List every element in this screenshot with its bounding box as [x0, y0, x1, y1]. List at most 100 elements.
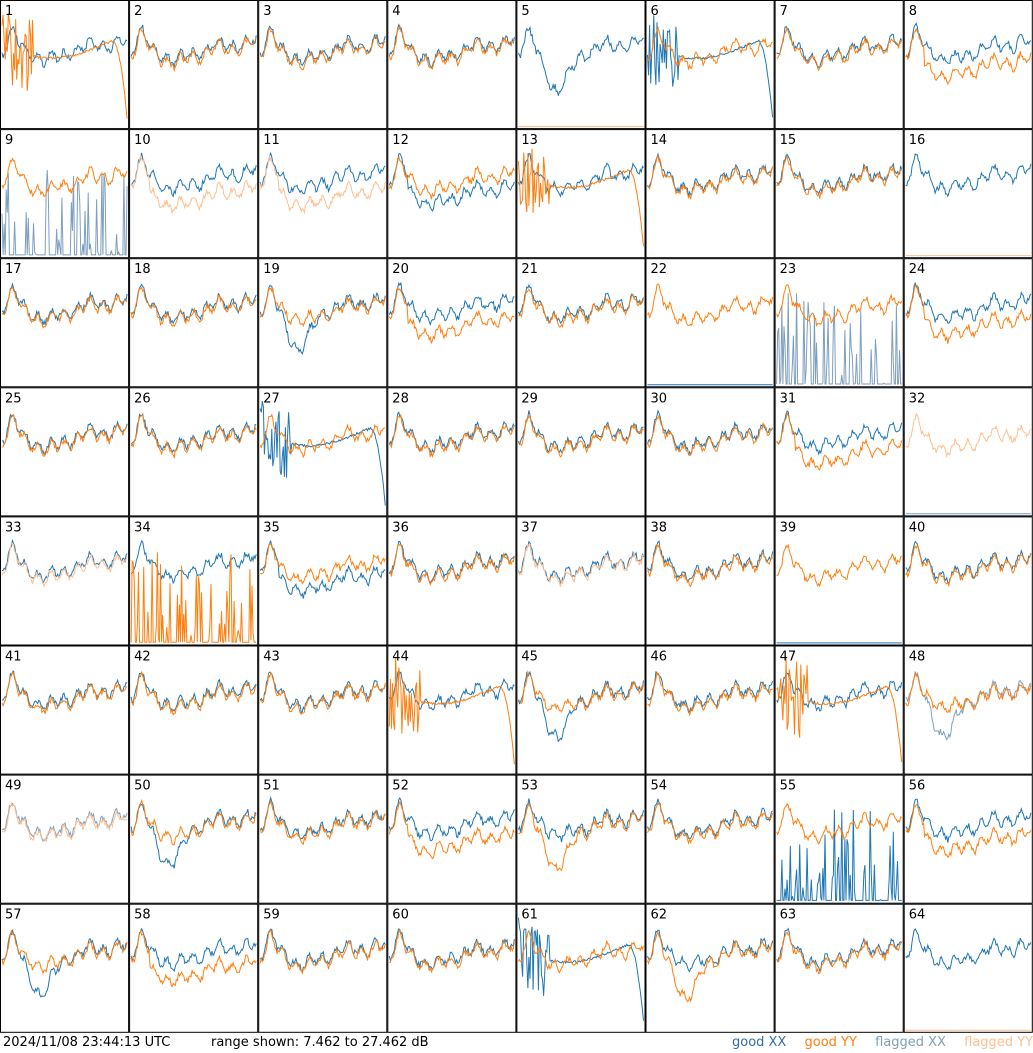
yy-trace: [518, 288, 644, 329]
yy-trace: [776, 411, 903, 471]
panel-label: 52: [392, 779, 409, 794]
yy-trace: [388, 24, 515, 70]
xx-trace: [388, 152, 515, 213]
panel-63: 63: [774, 903, 904, 1033]
panel-frame: [0, 129, 130, 259]
yy-trace: [517, 669, 644, 713]
panel-frame: [0, 774, 130, 904]
yy-trace: [647, 154, 774, 200]
panel-59: 59: [258, 903, 388, 1033]
yy-trace: [388, 800, 515, 860]
yy-trace: [388, 155, 515, 201]
panel-label: 2: [134, 4, 142, 19]
panel-17: 17: [0, 258, 130, 388]
panel-43: 43: [258, 645, 388, 775]
xx-trace: [517, 917, 644, 1021]
xx-trace: [388, 797, 515, 842]
panel-18: 18: [129, 258, 259, 388]
panel-27: 27: [258, 387, 388, 517]
yy-trace: [905, 543, 1032, 588]
panel-frame: [774, 903, 904, 1033]
panel-40: 40: [903, 516, 1033, 646]
panel-58: 58: [129, 903, 259, 1033]
panel-50: 50: [129, 774, 259, 904]
panel-52: 52: [387, 774, 517, 904]
panel-frame: [0, 903, 130, 1033]
panel-5: 5: [516, 0, 646, 130]
panel-41: 41: [0, 645, 130, 775]
yy-trace: [647, 670, 773, 716]
panel-label: 23: [780, 262, 797, 277]
panel-30: 30: [645, 387, 775, 517]
panel-label: 56: [909, 779, 926, 794]
panel-57: 57: [0, 903, 130, 1033]
panel-label: 27: [263, 391, 280, 406]
yy-trace: [905, 412, 1032, 459]
yy-trace: [776, 154, 902, 199]
panel-label: 4: [392, 4, 400, 19]
panel-frame: [903, 903, 1033, 1033]
yy-trace: [776, 26, 903, 72]
panel-31: 31: [774, 387, 904, 517]
panel-7: 7: [774, 0, 904, 130]
xx-trace: [388, 928, 515, 971]
xx-trace: [776, 410, 903, 456]
yy-trace: [259, 28, 386, 71]
panel-frame: [258, 774, 388, 904]
xx-trace: [776, 293, 902, 385]
panel-label: 1: [5, 4, 13, 19]
yy-trace: [130, 153, 257, 216]
panel-label: 9: [5, 133, 13, 148]
panel-42: 42: [129, 645, 259, 775]
yy-trace: [259, 542, 386, 585]
panel-frame: [903, 774, 1033, 904]
yy-trace: [259, 154, 386, 215]
xx-trace: [905, 281, 1032, 324]
yy-trace: [388, 543, 515, 586]
panel-frame: [903, 387, 1033, 517]
xx-trace: [647, 152, 773, 197]
panel-21: 21: [516, 258, 646, 388]
panel-label: 55: [780, 779, 797, 794]
xx-trace: [647, 929, 774, 973]
panel-label: 11: [263, 133, 280, 148]
panel-label: 20: [392, 262, 409, 277]
panel-frame: [129, 258, 259, 388]
timestamp: 2024/11/08 23:44:13 UTC: [3, 1035, 171, 1050]
xx-trace: [1, 170, 128, 256]
panel-label: 3: [263, 4, 271, 19]
panel-23: 23: [774, 258, 904, 388]
panel-label: 16: [909, 133, 926, 148]
panel-label: 48: [909, 650, 926, 665]
panel-frame: [774, 0, 904, 130]
panel-62: 62: [645, 903, 775, 1033]
panel-frame: [387, 258, 517, 388]
panel-12: 12: [387, 129, 517, 259]
panel-frame: [903, 645, 1033, 775]
panel-label: 28: [392, 391, 409, 406]
panel-15: 15: [774, 129, 904, 259]
panel-label: 22: [651, 262, 668, 277]
panel-22: 22: [645, 258, 775, 388]
panel-label: 15: [780, 133, 797, 148]
yy-trace: [905, 671, 1032, 714]
panel-10: 10: [129, 129, 259, 259]
panel-label: 24: [909, 262, 926, 277]
yy-trace: [905, 284, 1032, 344]
xx-trace: [130, 539, 257, 585]
panel-8: 8: [903, 0, 1033, 130]
yy-trace: [1, 285, 128, 329]
panel-2: 2: [129, 0, 259, 130]
panel-label: 32: [909, 391, 926, 406]
panel-34: 34: [129, 516, 259, 646]
panel-3: 3: [258, 0, 388, 130]
panel-label: 31: [780, 391, 797, 406]
panel-36: 36: [387, 516, 517, 646]
panel-label: 37: [521, 520, 538, 535]
panel-label: 33: [5, 520, 22, 535]
panel-label: 35: [263, 520, 280, 535]
panel-label: 40: [909, 520, 926, 535]
panel-frame: [258, 387, 388, 517]
xx-trace: [905, 22, 1032, 64]
